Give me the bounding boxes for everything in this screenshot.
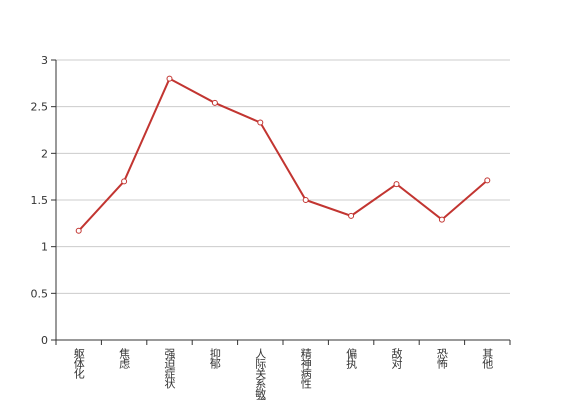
point xyxy=(121,178,128,185)
point xyxy=(393,181,400,188)
x-tick-label: 偏执 xyxy=(345,347,358,370)
point xyxy=(348,212,355,219)
x-tick-label: 恐怖 xyxy=(435,348,448,369)
point xyxy=(211,99,218,106)
y-tick-label: 1 xyxy=(41,241,48,254)
x-tick-label: 抑郁 xyxy=(208,347,221,369)
x-tick-label: 躯体化 xyxy=(72,348,85,380)
x-tick-label: 敌对 xyxy=(390,347,403,369)
x-tick-label: 精神病性 xyxy=(299,348,312,390)
y-tick-label: 2.5 xyxy=(31,101,49,114)
point xyxy=(302,197,309,203)
y-tick-label: 0 xyxy=(41,334,48,347)
line xyxy=(77,77,488,232)
x-tick-label: 强迫症状 xyxy=(163,348,176,389)
y-tick-label: 0.5 xyxy=(31,287,49,300)
y-tick-label: 3 xyxy=(41,54,48,67)
point xyxy=(484,177,491,184)
point xyxy=(438,216,445,223)
y-tick-label: 2 xyxy=(41,147,48,160)
y-tick-label: 1.5 xyxy=(31,194,49,207)
x-tick-label: 焦虑 xyxy=(118,348,131,369)
point xyxy=(75,227,82,234)
point xyxy=(166,75,173,82)
point xyxy=(257,119,264,126)
x-tick-label: 人际关系敏感 xyxy=(254,348,267,400)
x-tick-label: 其他 xyxy=(481,348,494,369)
